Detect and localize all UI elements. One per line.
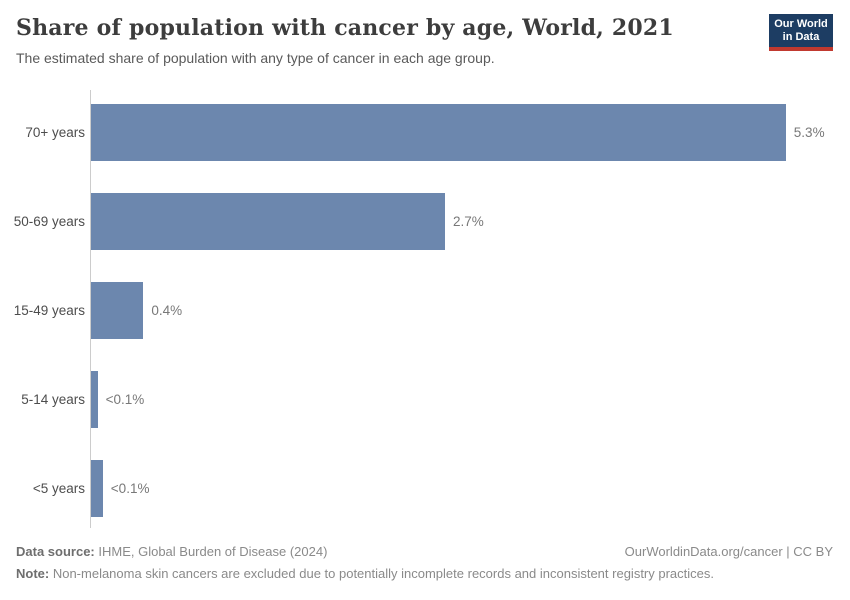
category-label: <5 years bbox=[32, 481, 85, 496]
bar-area: 0.4% bbox=[91, 282, 850, 339]
chart-row: 15-49 years 0.4% bbox=[0, 266, 850, 355]
owid-logo-line1: Our World bbox=[774, 18, 828, 30]
bar bbox=[91, 371, 98, 428]
bar-chart: 70+ years 5.3% 50-69 years 2.7% 15-49 years 0… bbox=[0, 88, 850, 533]
category-label: 70+ years bbox=[25, 125, 85, 140]
owid-logo-line2: in Data bbox=[782, 31, 820, 43]
bar-area: 5.3% bbox=[91, 104, 850, 161]
data-source-label: Data source: bbox=[16, 544, 95, 559]
bar-area: 2.7% bbox=[91, 193, 850, 250]
value-label: 5.3% bbox=[793, 125, 825, 140]
value-label: 0.4% bbox=[151, 303, 183, 318]
owid-logo: Our World in Data bbox=[769, 14, 833, 51]
data-source-text: IHME, Global Burden of Disease (2024) bbox=[94, 544, 328, 559]
category-label: 5-14 years bbox=[21, 392, 85, 407]
footer-line-source: Data source: IHME, Global Burden of Dise… bbox=[16, 544, 833, 559]
chart-rows: 70+ years 5.3% 50-69 years 2.7% 15-49 years 0… bbox=[0, 88, 850, 533]
note-text: Non-melanoma skin cancers are excluded d… bbox=[49, 566, 714, 581]
value-label: <0.1% bbox=[105, 392, 145, 407]
category-label: 15-49 years bbox=[13, 303, 85, 318]
chart-footer: Data source: IHME, Global Burden of Dise… bbox=[16, 544, 833, 581]
value-label: 2.7% bbox=[453, 214, 484, 229]
chart-row: 70+ years 5.3% bbox=[0, 88, 850, 177]
bar bbox=[91, 104, 786, 161]
bar-area: <0.1% bbox=[91, 460, 850, 517]
data-source: Data source: IHME, Global Burden of Dise… bbox=[16, 544, 327, 559]
value-label: <0.1% bbox=[110, 481, 150, 496]
chart-row: <5 years <0.1% bbox=[0, 444, 850, 533]
chart-subtitle: The estimated share of population with a… bbox=[16, 50, 495, 66]
chart-header: Share of population with cancer by age, … bbox=[0, 0, 850, 66]
bar-area: <0.1% bbox=[91, 371, 850, 428]
note-label: Note: bbox=[16, 566, 50, 581]
bar bbox=[91, 193, 445, 250]
footer-line-note: Note: Non-melanoma skin cancers are excl… bbox=[16, 566, 833, 581]
chart-row: 5-14 years <0.1% bbox=[0, 355, 850, 444]
attribution-link[interactable]: OurWorldinData.org/cancer | CC BY bbox=[624, 544, 833, 559]
bar bbox=[91, 460, 103, 517]
chart-row: 50-69 years 2.7% bbox=[0, 177, 850, 266]
y-axis-line bbox=[90, 90, 91, 528]
page-title: Share of population with cancer by age, … bbox=[16, 15, 674, 41]
category-label: 50-69 years bbox=[13, 214, 85, 229]
bar bbox=[91, 282, 144, 339]
